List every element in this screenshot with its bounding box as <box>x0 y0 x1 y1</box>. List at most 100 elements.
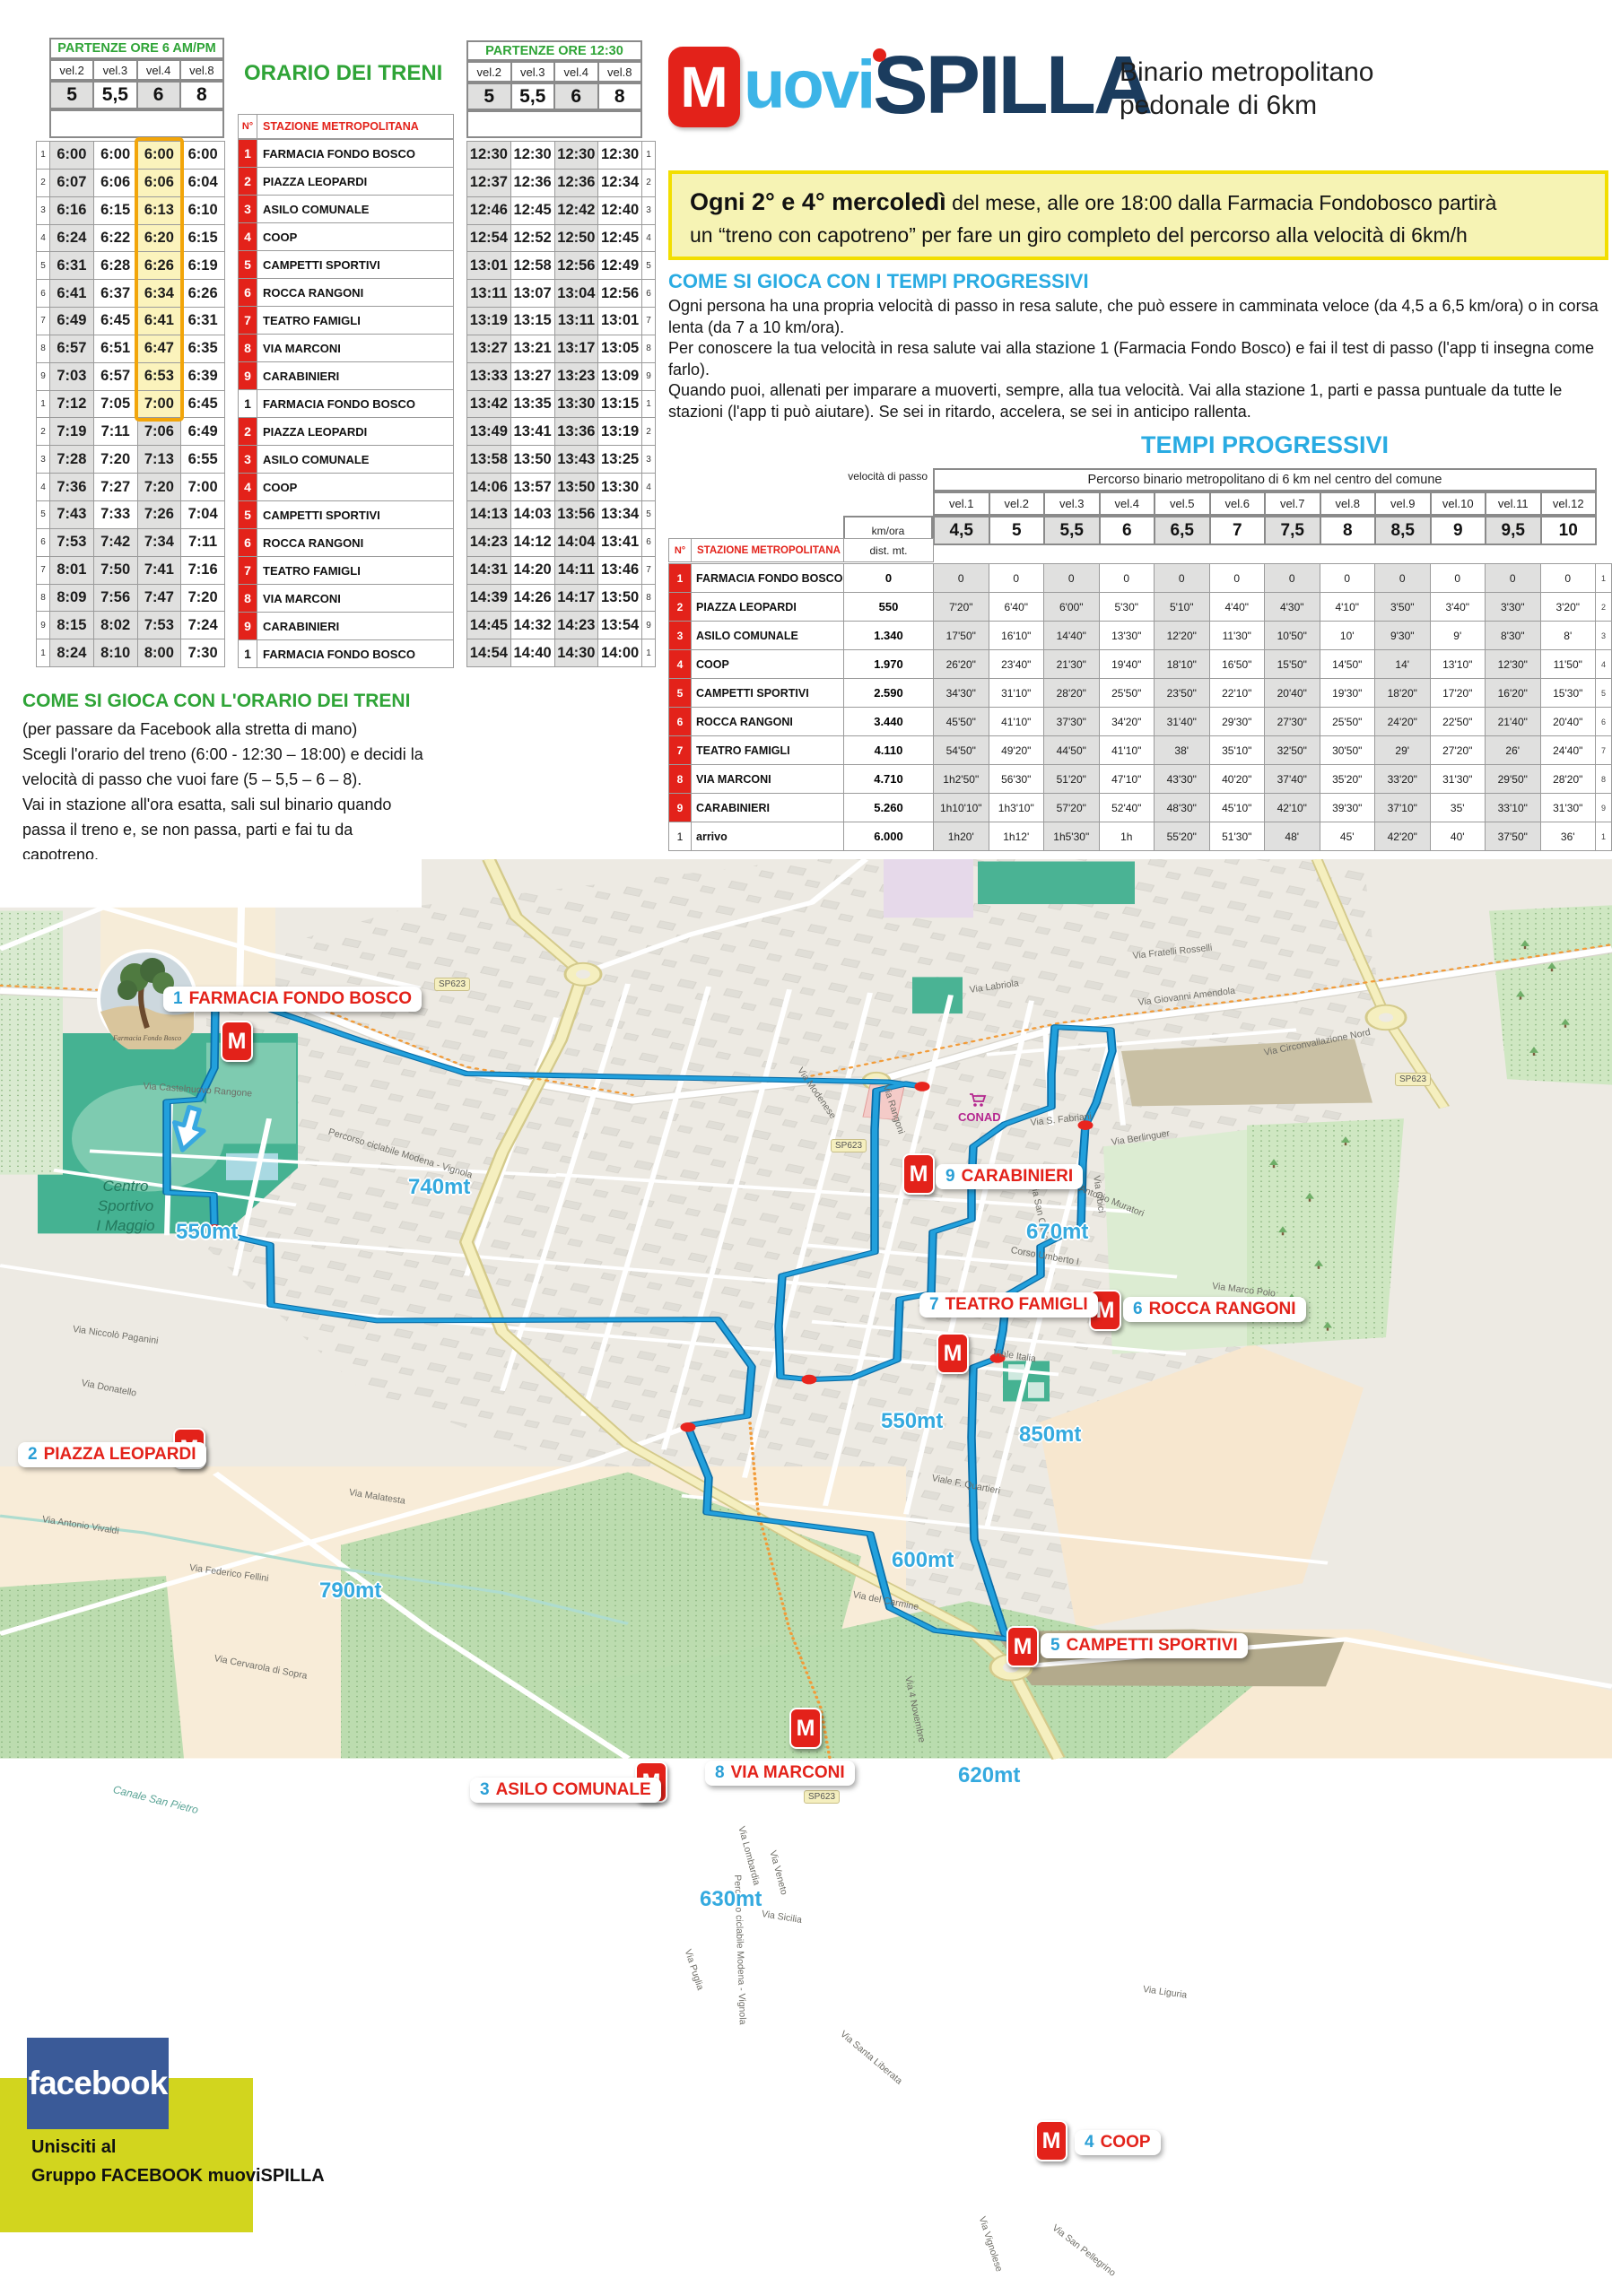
map-station-number: 2 <box>28 1445 38 1464</box>
departure-time: 13:41 <box>510 418 555 447</box>
progressive-time: 16'10" <box>989 622 1044 650</box>
progressive-time: 41'10" <box>1099 736 1155 765</box>
map-station-label-8: 8 VIA MARCONI <box>705 1761 855 1786</box>
tempi-station-name: COOP <box>692 650 844 679</box>
map-station-name: COOP <box>1100 2133 1151 2152</box>
speed-value: 6 <box>137 83 181 109</box>
progressive-time: 28'20" <box>1044 679 1100 708</box>
progressive-time: 33'20" <box>1375 765 1431 794</box>
progressive-time: 38' <box>1155 736 1210 765</box>
dep1230-speed-row: 5 5,5 6 8 <box>466 83 642 110</box>
tempi-row-number: 4 <box>1596 650 1612 679</box>
departure-time: 8:09 <box>50 584 94 613</box>
departure-time: 12:34 <box>598 169 642 197</box>
map-station-number: 9 <box>945 1167 955 1186</box>
departure-time: 12:56 <box>598 280 642 309</box>
dep6-title: PARTENZE ORE 6 AM/PM <box>49 38 224 59</box>
departure-time: 13:50 <box>598 584 642 613</box>
orario-header: N° STAZIONE METROPOLITANA <box>238 114 454 139</box>
progressive-time: 40'20" <box>1209 765 1265 794</box>
progressive-time: 0 <box>1540 564 1596 593</box>
station-number: 4 <box>239 474 257 501</box>
departure-time: 14:31 <box>467 556 511 585</box>
orario-title: ORARIO DEI TRENI <box>244 61 443 85</box>
progressive-time: 17'50" <box>934 622 989 650</box>
departure-time: 13:09 <box>598 362 642 391</box>
departure-time: 6:28 <box>93 252 138 281</box>
departure-time: 14:45 <box>467 612 511 640</box>
departure-time: 6:47 <box>137 335 182 363</box>
progressive-time: 0 <box>1099 564 1155 593</box>
departure-time: 6:39 <box>181 362 225 391</box>
progressive-time: 30'50" <box>1320 736 1375 765</box>
progressive-time: 8' <box>1540 622 1596 650</box>
dep-row-number: 2 <box>642 418 656 447</box>
station-name: CARABINIERI <box>257 613 454 640</box>
station-name: VIA MARCONI <box>257 335 454 362</box>
progressive-time: 44'50" <box>1044 736 1100 765</box>
map-station-number: 4 <box>1085 2133 1094 2152</box>
departure-time: 7:12 <box>50 390 94 419</box>
speed-value: 8 <box>180 83 224 109</box>
progressive-time: 20'40" <box>1540 708 1596 736</box>
departure-time: 8:10 <box>93 639 138 668</box>
map-station-number: 8 <box>715 1763 725 1782</box>
tempi-speed-value: 6 <box>1100 517 1155 545</box>
departure-time: 6:51 <box>93 335 138 363</box>
station-number: 2 <box>239 418 257 446</box>
velocity-column-label: vel.2 <box>51 61 95 81</box>
progressive-time: 27'20" <box>1430 736 1486 765</box>
progressive-time: 45'10" <box>1209 794 1265 822</box>
progressive-time: 24'40" <box>1540 736 1596 765</box>
progressive-time: 6'00" <box>1044 593 1100 622</box>
map-station-label-2: 2 PIAZZA LEOPARDI <box>18 1442 206 1467</box>
metro-m-icon-8: M <box>789 1708 822 1749</box>
how-tempi-paragraphs: Ogni persona ha una propria velocità di … <box>668 296 1612 422</box>
departure-time: 8:24 <box>50 639 94 668</box>
progressive-time: 32'50" <box>1265 736 1320 765</box>
departure-time: 6:37 <box>93 280 138 309</box>
tempi-distance: 5.260 <box>844 794 934 822</box>
dep-row-number: 6 <box>642 528 656 557</box>
departure-time: 12:37 <box>467 169 511 197</box>
centro-sportivo-label: Centro Sportivo I Maggio <box>72 1177 179 1236</box>
progressive-time: 26'20" <box>934 650 989 679</box>
map-station-name: CARABINIERI <box>961 1167 1074 1186</box>
station-number: 1 <box>239 140 257 168</box>
station-dot-3 <box>680 1422 696 1432</box>
dep-row-number: 8 <box>642 335 656 363</box>
progressive-time: 4'30" <box>1265 593 1320 622</box>
tempi-distance: 1.340 <box>844 622 934 650</box>
departure-time: 7:19 <box>50 418 94 447</box>
route-start-arrow-icon <box>160 1100 214 1164</box>
tempi-velocity-label: vel.8 <box>1320 493 1376 516</box>
departure-time: 7:30 <box>181 639 225 668</box>
departure-time: 12:46 <box>467 196 511 225</box>
departure-time: 14:30 <box>554 639 599 668</box>
map-station-name: ASILO COMUNALE <box>495 1780 651 1799</box>
progressive-time: 22'10" <box>1209 679 1265 708</box>
progressive-time: 1h3'10" <box>989 794 1044 822</box>
progressive-time: 7'20" <box>934 593 989 622</box>
departure-time: 7:34 <box>137 528 182 557</box>
departure-time: 14:04 <box>554 528 599 557</box>
departure-time: 7:24 <box>181 612 225 640</box>
distance-label-6: 670mt <box>1026 1220 1089 1244</box>
departure-time: 6:26 <box>181 280 225 309</box>
departure-time: 13:46 <box>598 556 642 585</box>
facebook-line2: Gruppo FACEBOOK muoviSPILLA <box>31 2166 325 2186</box>
tempi-station-number: 9 <box>669 794 692 822</box>
station-dot-8 <box>801 1374 817 1385</box>
dep-row-number: 1 <box>37 639 50 668</box>
dep-row-number: 4 <box>37 474 50 501</box>
departure-time: 7:43 <box>50 500 94 529</box>
dep-row-number: 3 <box>642 446 656 474</box>
logo-spilla: SPILLA <box>873 39 1153 131</box>
departure-time: 12:30 <box>510 142 555 170</box>
velocity-column-label: vel.3 <box>511 63 555 83</box>
departure-time: 13:27 <box>467 335 511 363</box>
station-name: COOP <box>257 223 454 251</box>
departure-time: 7:05 <box>93 390 138 419</box>
progressive-time: 41'10" <box>989 708 1044 736</box>
departure-time: 14:12 <box>510 528 555 557</box>
